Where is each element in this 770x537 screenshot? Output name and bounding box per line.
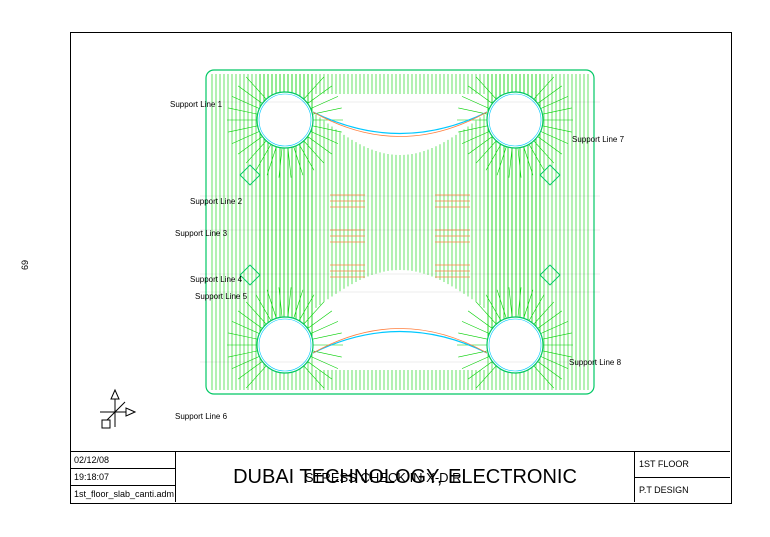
time-field: 19:18:07 — [70, 469, 175, 486]
support-line-label: Support Line 2 — [190, 197, 242, 206]
support-line-label: Support Line 6 — [175, 412, 227, 421]
title-block-left: 02/12/08 19:18:07 1st_floor_slab_canti.a… — [70, 452, 176, 502]
title-block-right: 1ST FLOOR P.T DESIGN — [635, 452, 730, 502]
drawing-area: Support Line 1 Support Line 2 Support Line… — [80, 40, 720, 435]
support-line-label: Support Line 4 — [190, 275, 242, 284]
support-line-label: Support Line 5 — [195, 292, 247, 301]
support-line-label: Support Line 7 — [572, 135, 624, 144]
title-block: 02/12/08 19:18:07 1st_floor_slab_canti.a… — [70, 451, 730, 502]
support-line-label: Support Line 3 — [175, 229, 227, 238]
support-line-label: Support Line 1 — [170, 100, 222, 109]
main-title: DUBAI TECHNOLOGY, ELECTRONIC — [176, 452, 635, 502]
structural-diagram — [200, 60, 600, 400]
compass-icon — [90, 387, 140, 437]
page-number: 69 — [20, 260, 30, 270]
support-line-label: Support Line 8 — [569, 358, 621, 367]
design-field: P.T DESIGN — [635, 478, 730, 503]
date-field: 02/12/08 — [70, 452, 175, 469]
floor-field: 1ST FLOOR — [635, 452, 730, 478]
filename-field: 1st_floor_slab_canti.adm — [70, 486, 175, 502]
